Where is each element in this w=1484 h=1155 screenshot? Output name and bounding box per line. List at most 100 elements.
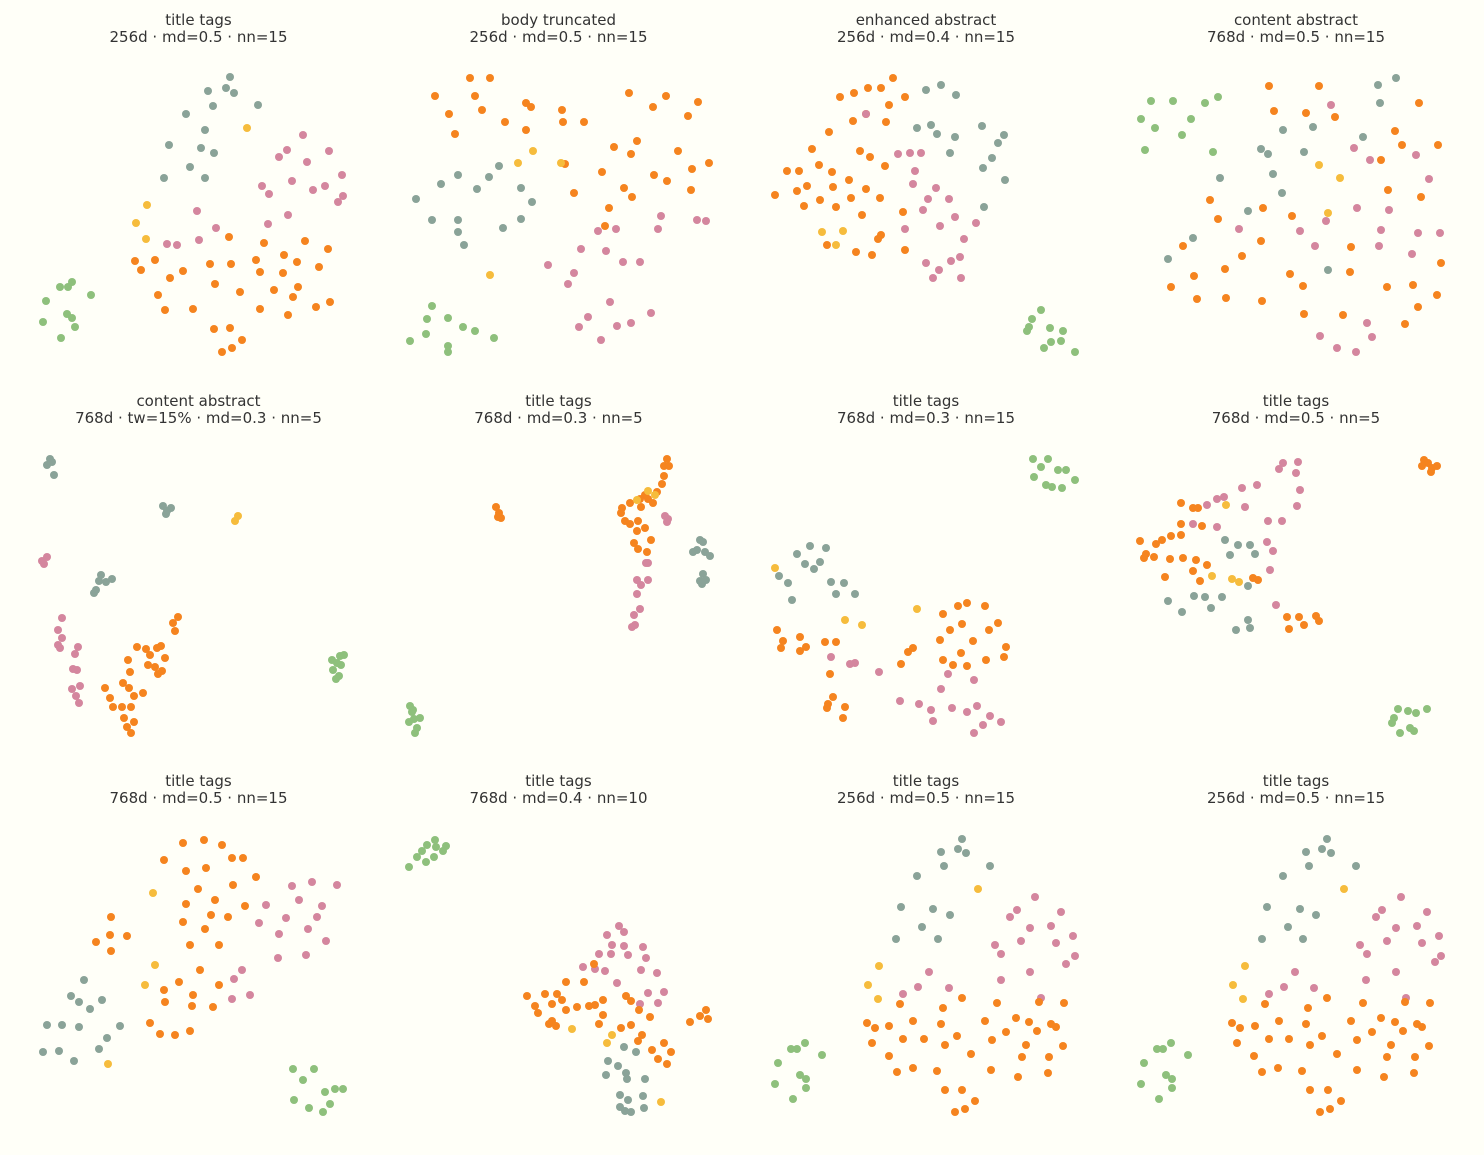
scatter-point: [633, 496, 641, 504]
scatter-point: [186, 941, 194, 949]
scatter-point: [171, 1031, 179, 1039]
scatter-point: [1285, 625, 1293, 633]
scatter-point: [627, 1108, 635, 1116]
scatter-point: [657, 1098, 665, 1106]
scatter-point: [1327, 101, 1335, 109]
scatter-point: [109, 703, 117, 711]
scatter-point: [963, 662, 971, 670]
scatter-point: [1057, 908, 1065, 916]
scatter-point: [828, 168, 836, 176]
scatter-point: [179, 918, 187, 926]
scatter-point: [637, 581, 645, 589]
scatter-point: [1018, 1053, 1026, 1061]
panel-title: title tags 256d · md=0.5 · nn=15: [10, 12, 387, 46]
scatter-point: [963, 599, 971, 607]
scatter-point: [1179, 242, 1187, 250]
scatter-point: [929, 274, 937, 282]
scatter-point: [321, 1088, 329, 1096]
scatter-point: [705, 159, 713, 167]
scatter-point: [256, 305, 264, 313]
scatter-point: [1363, 950, 1371, 958]
scatter-point: [698, 580, 706, 588]
scatter-point: [1401, 998, 1409, 1006]
scatter-point: [1275, 1017, 1283, 1025]
scatter-point: [495, 162, 503, 170]
scatter-point: [893, 1068, 901, 1076]
scatter-point: [827, 578, 835, 586]
scatter-point: [597, 336, 605, 344]
scatter-point: [548, 1000, 556, 1008]
scatter-point: [829, 183, 837, 191]
scatter-point: [167, 504, 175, 512]
scatter-point: [194, 885, 202, 893]
scatter-point: [315, 263, 323, 271]
scatter-point: [1288, 212, 1296, 220]
scatter-point: [601, 222, 609, 230]
scatter-point: [197, 144, 205, 152]
scatter-point: [816, 196, 824, 204]
scatter-point: [1189, 567, 1197, 575]
scatter-point: [1376, 99, 1384, 107]
scatter-point: [160, 174, 168, 182]
scatter-plot: [39, 836, 347, 1116]
scatter-point: [642, 559, 650, 567]
scatter-point: [573, 1003, 581, 1011]
scatter-point: [124, 656, 132, 664]
scatter-point: [127, 703, 135, 711]
scatter-point: [288, 177, 296, 185]
scatter-panel: content abstract 768d · md=0.5 · nn=15: [1107, 12, 1484, 390]
scatter-point: [1232, 626, 1240, 634]
scatter-point: [252, 256, 260, 264]
scatter-point: [1394, 705, 1402, 713]
scatter-point: [808, 145, 816, 153]
scatter-point: [1220, 493, 1228, 501]
scatter-point: [75, 998, 83, 1006]
scatter-point: [1315, 161, 1323, 169]
scatter-point: [689, 548, 697, 556]
scatter-point: [944, 670, 952, 678]
scatter-panel: title tags 768d · md=0.4 · nn=10: [377, 773, 740, 1151]
scatter-point: [207, 911, 215, 919]
scatter-point: [773, 626, 781, 634]
scatter-point: [885, 1052, 893, 1060]
scatter-point: [1326, 1105, 1334, 1113]
scatter-point: [492, 503, 500, 511]
scatter-point: [141, 981, 149, 989]
scatter-point: [621, 1107, 629, 1115]
scatter-point: [1296, 227, 1304, 235]
scatter-point: [927, 121, 935, 129]
scatter-point: [409, 706, 417, 714]
scatter-point: [332, 675, 340, 683]
scatter-point: [845, 176, 853, 184]
scatter-point: [514, 159, 522, 167]
scatter-point: [615, 922, 623, 930]
scatter-point: [627, 997, 635, 1005]
scatter-panel: title tags 256d · md=0.5 · nn=15: [10, 12, 387, 390]
scatter-point: [1434, 141, 1442, 149]
scatter-point: [1028, 315, 1036, 323]
scatter-point: [1291, 968, 1299, 976]
scatter-point: [694, 98, 702, 106]
scatter-point: [304, 925, 312, 933]
scatter-point: [612, 225, 620, 233]
scatter-panel: content abstract 768d · tw=15% · md=0.3 ·…: [10, 393, 387, 771]
scatter-point: [914, 983, 922, 991]
scatter-point: [1300, 148, 1308, 156]
scatter-point: [303, 158, 311, 166]
scatter-point: [988, 1036, 996, 1044]
scatter-point: [71, 323, 79, 331]
scatter-point: [1433, 462, 1441, 470]
scatter-point: [1052, 939, 1060, 947]
scatter-point: [1013, 906, 1021, 914]
scatter-point: [1201, 99, 1209, 107]
scatter-point: [545, 1020, 553, 1028]
scatter-point: [1391, 1018, 1399, 1026]
scatter-point: [1058, 484, 1066, 492]
scatter-point: [246, 991, 254, 999]
scatter-point: [154, 291, 162, 299]
scatter-point: [818, 1051, 826, 1059]
scatter-point: [1306, 1041, 1314, 1049]
scatter-point: [1017, 937, 1025, 945]
scatter-point: [1279, 459, 1287, 467]
scatter-point: [444, 348, 452, 356]
